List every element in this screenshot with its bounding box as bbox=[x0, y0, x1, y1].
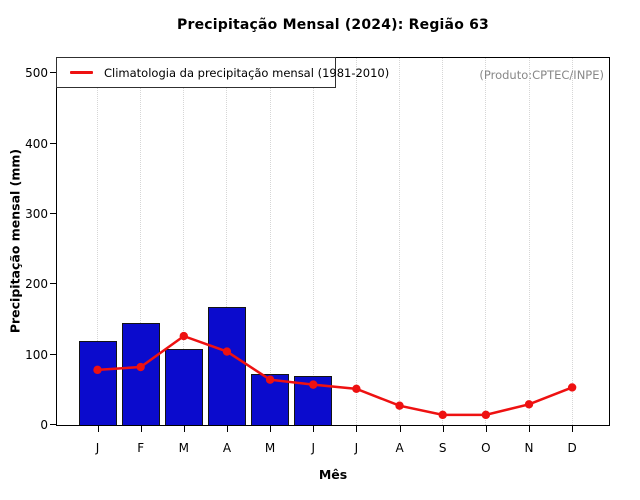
y-tick bbox=[50, 213, 57, 214]
x-tick bbox=[140, 425, 142, 432]
y-axis-label: Precipitação mensal (mm) bbox=[7, 148, 23, 334]
x-tick-label-12: D bbox=[567, 441, 577, 455]
gridline bbox=[140, 58, 142, 425]
x-tick-label-9: S bbox=[438, 441, 447, 455]
climatology-point bbox=[136, 362, 145, 372]
climatology-line-layer bbox=[93, 331, 577, 420]
x-axis-label: Mês bbox=[318, 467, 348, 482]
x-tick bbox=[97, 425, 99, 432]
legend: Climatologia da precipitação mensal (198… bbox=[56, 57, 389, 88]
gridline bbox=[183, 58, 185, 425]
x-tick-label-3: M bbox=[178, 441, 189, 455]
gridline bbox=[269, 58, 271, 425]
x-tick bbox=[485, 425, 487, 432]
climatology-point bbox=[179, 331, 188, 341]
climatology-point bbox=[265, 375, 275, 384]
gridline bbox=[312, 58, 314, 425]
gridline bbox=[442, 58, 444, 425]
product-annotation: (Produto:CPTEC/INPE) bbox=[479, 68, 604, 82]
y-tick-label: 400 bbox=[25, 136, 48, 151]
y-tick bbox=[50, 72, 57, 74]
y-tick-label: 500 bbox=[25, 66, 48, 81]
y-tick-label: 300 bbox=[25, 207, 48, 221]
gridline bbox=[571, 58, 573, 425]
x-tick-label-6: J bbox=[311, 441, 316, 455]
bar-A-4 bbox=[207, 307, 246, 425]
x-tick bbox=[572, 425, 574, 432]
x-tick-label-4: A bbox=[222, 441, 232, 455]
x-tick bbox=[356, 425, 358, 432]
y-tick-label: 0 bbox=[40, 418, 48, 432]
y-tick bbox=[50, 424, 57, 425]
climatology-point bbox=[352, 384, 361, 394]
x-tick bbox=[442, 425, 444, 432]
x-tick-label-2: F bbox=[137, 441, 145, 455]
climatology-point bbox=[524, 400, 534, 409]
x-tick bbox=[529, 425, 530, 432]
climatology-point bbox=[438, 410, 447, 420]
gridline bbox=[355, 58, 357, 425]
x-tick bbox=[313, 425, 315, 432]
climatology-line bbox=[97, 334, 573, 417]
x-tick bbox=[226, 425, 228, 432]
bar-J-1 bbox=[78, 341, 117, 425]
y-tick bbox=[50, 283, 57, 285]
x-tick bbox=[183, 425, 185, 432]
chart-title: Precipitação Mensal (2024): Região 63 bbox=[177, 17, 489, 33]
x-tick-label-8: A bbox=[395, 441, 404, 455]
bar-F-2 bbox=[121, 323, 160, 425]
legend-label: Climatologia da precipitação mensal (198… bbox=[104, 65, 390, 80]
climatology-point bbox=[93, 365, 102, 375]
gridline bbox=[528, 58, 530, 425]
x-tick-label-7: J bbox=[354, 441, 359, 455]
x-tick bbox=[399, 425, 401, 432]
y-tick bbox=[50, 353, 57, 355]
gridline bbox=[485, 58, 487, 425]
climatology-point bbox=[309, 380, 318, 389]
gridline bbox=[97, 58, 98, 425]
x-tick-label-1: J bbox=[95, 441, 100, 455]
climatology-point bbox=[567, 383, 577, 392]
climatology-point bbox=[481, 410, 491, 420]
y-tick bbox=[50, 142, 57, 144]
legend-line-sample bbox=[70, 71, 93, 74]
x-tick-label-10: O bbox=[481, 441, 491, 455]
x-tick-label-5: M bbox=[264, 441, 276, 455]
climatology-point bbox=[395, 401, 404, 410]
x-tick-label-11: N bbox=[524, 441, 534, 455]
gridline bbox=[226, 58, 228, 425]
gridline bbox=[399, 58, 401, 425]
bar-M-3 bbox=[164, 349, 203, 425]
x-tick bbox=[270, 425, 272, 432]
y-tick-label: 100 bbox=[25, 347, 48, 362]
plot-area: 0 100 200 300 400 500 J F M A M J J A S O N D Climatolog… bbox=[25, 57, 610, 455]
climatology-point bbox=[222, 347, 232, 356]
y-tick-label: 200 bbox=[25, 277, 48, 292]
